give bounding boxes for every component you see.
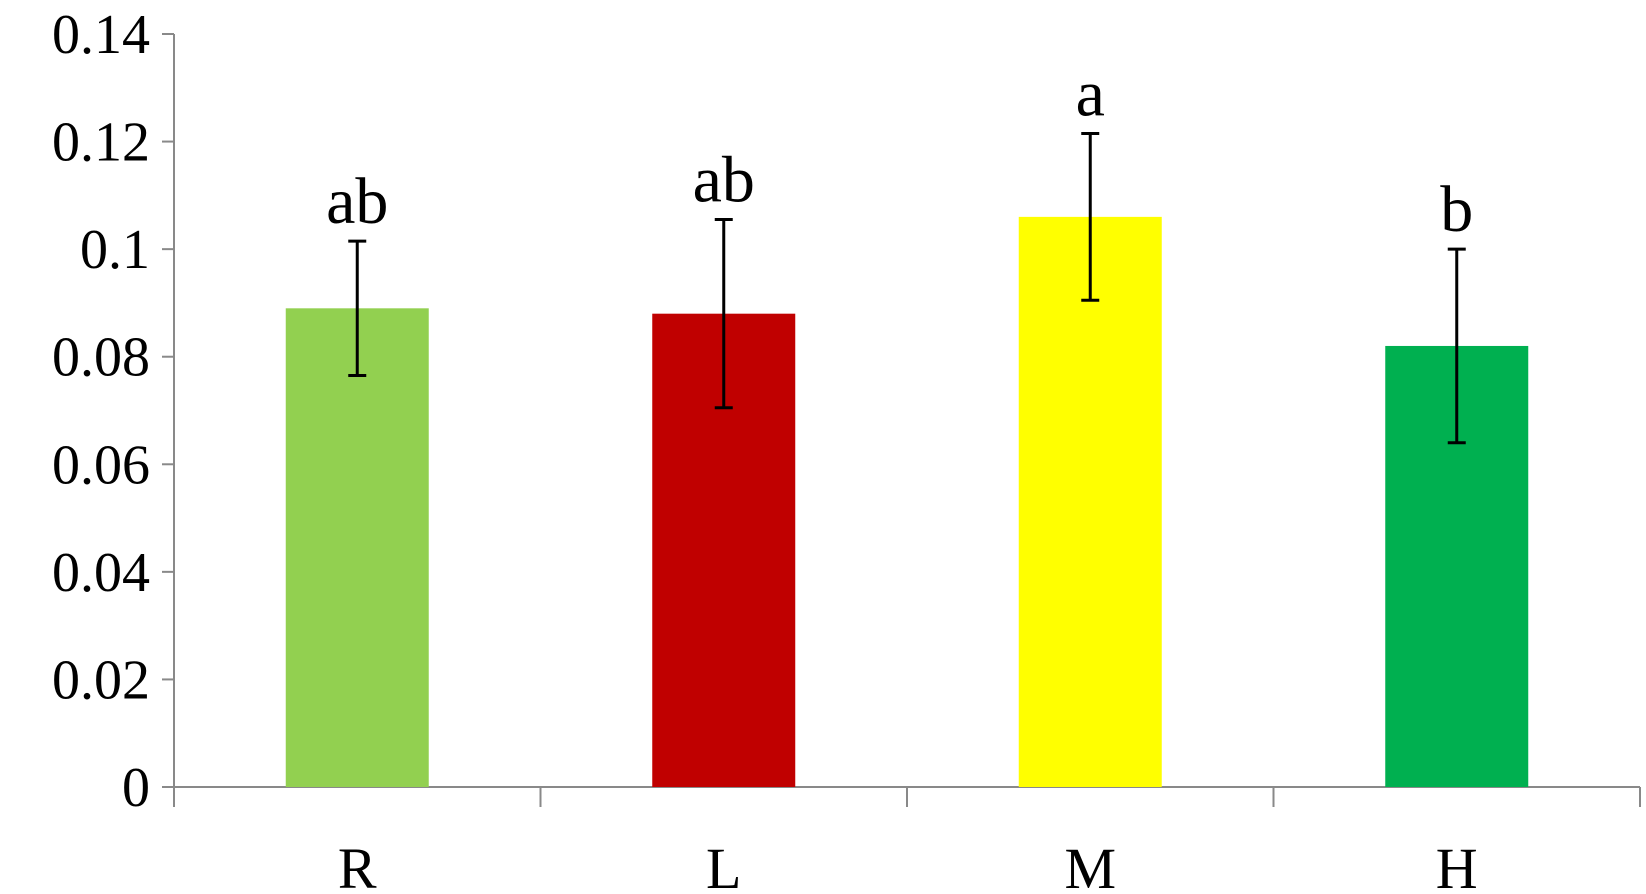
y-tick-label: 0 bbox=[122, 757, 150, 819]
y-tick-label: 0.12 bbox=[52, 112, 150, 174]
y-tick-label: 0.06 bbox=[52, 434, 150, 496]
y-tick-label: 0.14 bbox=[52, 4, 150, 66]
y-axis: 0 0.02 0.04 0.06 0.08 0.1 0.12 0.14 bbox=[52, 4, 175, 819]
x-tick-label: M bbox=[1064, 836, 1116, 894]
bars bbox=[285, 216, 1529, 787]
x-tick-label: R bbox=[338, 836, 377, 894]
y-tick-label: 0.1 bbox=[80, 219, 150, 281]
x-tick-label: H bbox=[1436, 836, 1478, 894]
bar-r bbox=[285, 308, 429, 787]
significance-label: b bbox=[1440, 173, 1473, 246]
y-tick-label: 0.02 bbox=[52, 649, 150, 711]
error-bars bbox=[348, 132, 1466, 445]
x-tick-label: L bbox=[706, 836, 741, 894]
significance-label: ab bbox=[326, 165, 388, 238]
y-tick-label: 0.08 bbox=[52, 327, 150, 389]
significance-label: ab bbox=[693, 144, 755, 217]
bar-m bbox=[1018, 216, 1162, 787]
y-tick-label: 0.04 bbox=[52, 542, 150, 604]
significance-label: a bbox=[1076, 58, 1105, 131]
